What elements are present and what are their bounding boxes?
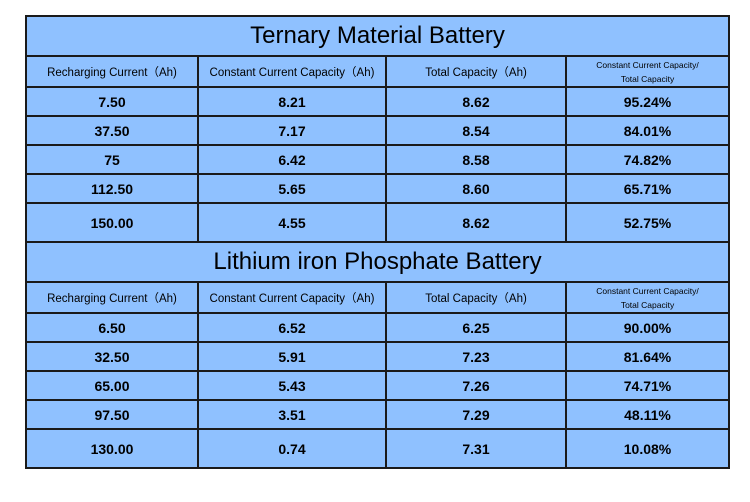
constant-current-capacity-cell: 4.55 [197, 202, 387, 243]
battery-capacity-table-container: Ternary Material Battery Recharging Curre… [24, 15, 731, 469]
header-capacity-ratio: Constant Current Capacity/Total Capacity [564, 281, 731, 314]
table-row: 32.50 5.91 7.23 81.64% [25, 341, 731, 372]
section-title-row: Ternary Material Battery [24, 15, 731, 57]
capacity-ratio-cell: 48.11% [564, 399, 731, 430]
section-title: Ternary Material Battery [24, 15, 731, 57]
capacity-ratio-cell: 65.71% [564, 173, 731, 204]
total-capacity-cell: 7.26 [385, 370, 567, 401]
total-capacity-cell: 8.54 [385, 115, 567, 146]
section-title: Lithium iron Phosphate Battery [24, 241, 731, 283]
header-constant-current-capacity: Constant Current Capacity（Ah) [197, 55, 387, 88]
total-capacity-cell: 8.60 [385, 173, 567, 204]
recharging-current-cell: 65.00 [25, 370, 199, 401]
header-total-capacity: Total Capacity（Ah) [385, 55, 567, 88]
header-row: Recharging Current（Ah) Constant Current C… [25, 55, 731, 88]
table-row: 97.50 3.51 7.29 48.11% [25, 399, 731, 430]
header-capacity-ratio-line2: Total Capacity [620, 299, 675, 310]
constant-current-capacity-cell: 8.21 [197, 86, 387, 117]
total-capacity-cell: 7.29 [385, 399, 567, 430]
recharging-current-cell: 32.50 [25, 341, 199, 372]
header-row: Recharging Current（Ah) Constant Current C… [25, 281, 731, 314]
header-constant-current-capacity: Constant Current Capacity（Ah) [197, 281, 387, 314]
table-row: 7.50 8.21 8.62 95.24% [25, 86, 731, 117]
constant-current-capacity-cell: 5.91 [197, 341, 387, 372]
capacity-ratio-cell: 74.82% [564, 144, 731, 175]
table-row: 130.00 0.74 7.31 10.08% [25, 428, 731, 469]
header-recharging-current: Recharging Current（Ah) [25, 55, 199, 88]
header-capacity-ratio-line1: Constant Current Capacity/ [596, 285, 699, 296]
total-capacity-cell: 6.25 [385, 312, 567, 343]
total-capacity-cell: 8.58 [385, 144, 567, 175]
table-row: 65.00 5.43 7.26 74.71% [25, 370, 731, 401]
constant-current-capacity-cell: 5.65 [197, 173, 387, 204]
total-capacity-cell: 8.62 [385, 86, 567, 117]
header-capacity-ratio-line2: Total Capacity [620, 73, 675, 84]
constant-current-capacity-cell: 7.17 [197, 115, 387, 146]
header-capacity-ratio: Constant Current Capacity/Total Capacity [564, 55, 731, 88]
section-title-row: Lithium iron Phosphate Battery [24, 241, 731, 283]
capacity-ratio-cell: 95.24% [564, 86, 731, 117]
recharging-current-cell: 6.50 [25, 312, 199, 343]
table-row: 150.00 4.55 8.62 52.75% [25, 202, 731, 243]
recharging-current-cell: 7.50 [25, 86, 199, 117]
capacity-ratio-cell: 90.00% [564, 312, 731, 343]
table-row: 37.50 7.17 8.54 84.01% [25, 115, 731, 146]
battery-capacity-table: Ternary Material Battery Recharging Curre… [24, 15, 731, 469]
recharging-current-cell: 130.00 [25, 428, 199, 469]
constant-current-capacity-cell: 6.42 [197, 144, 387, 175]
constant-current-capacity-cell: 6.52 [197, 312, 387, 343]
capacity-ratio-cell: 52.75% [564, 202, 731, 243]
total-capacity-cell: 8.62 [385, 202, 567, 243]
constant-current-capacity-cell: 5.43 [197, 370, 387, 401]
total-capacity-cell: 7.31 [385, 428, 567, 469]
constant-current-capacity-cell: 3.51 [197, 399, 387, 430]
recharging-current-cell: 112.50 [25, 173, 199, 204]
table-row: 6.50 6.52 6.25 90.00% [25, 312, 731, 343]
header-total-capacity: Total Capacity（Ah) [385, 281, 567, 314]
table-row: 112.50 5.65 8.60 65.71% [25, 173, 731, 204]
recharging-current-cell: 150.00 [25, 202, 199, 243]
header-recharging-current: Recharging Current（Ah) [25, 281, 199, 314]
constant-current-capacity-cell: 0.74 [197, 428, 387, 469]
capacity-ratio-cell: 10.08% [564, 428, 731, 469]
total-capacity-cell: 7.23 [385, 341, 567, 372]
table-row: 75 6.42 8.58 74.82% [25, 144, 731, 175]
recharging-current-cell: 97.50 [25, 399, 199, 430]
recharging-current-cell: 75 [25, 144, 199, 175]
capacity-ratio-cell: 84.01% [564, 115, 731, 146]
header-capacity-ratio-line1: Constant Current Capacity/ [596, 59, 699, 70]
recharging-current-cell: 37.50 [25, 115, 199, 146]
capacity-ratio-cell: 81.64% [564, 341, 731, 372]
capacity-ratio-cell: 74.71% [564, 370, 731, 401]
